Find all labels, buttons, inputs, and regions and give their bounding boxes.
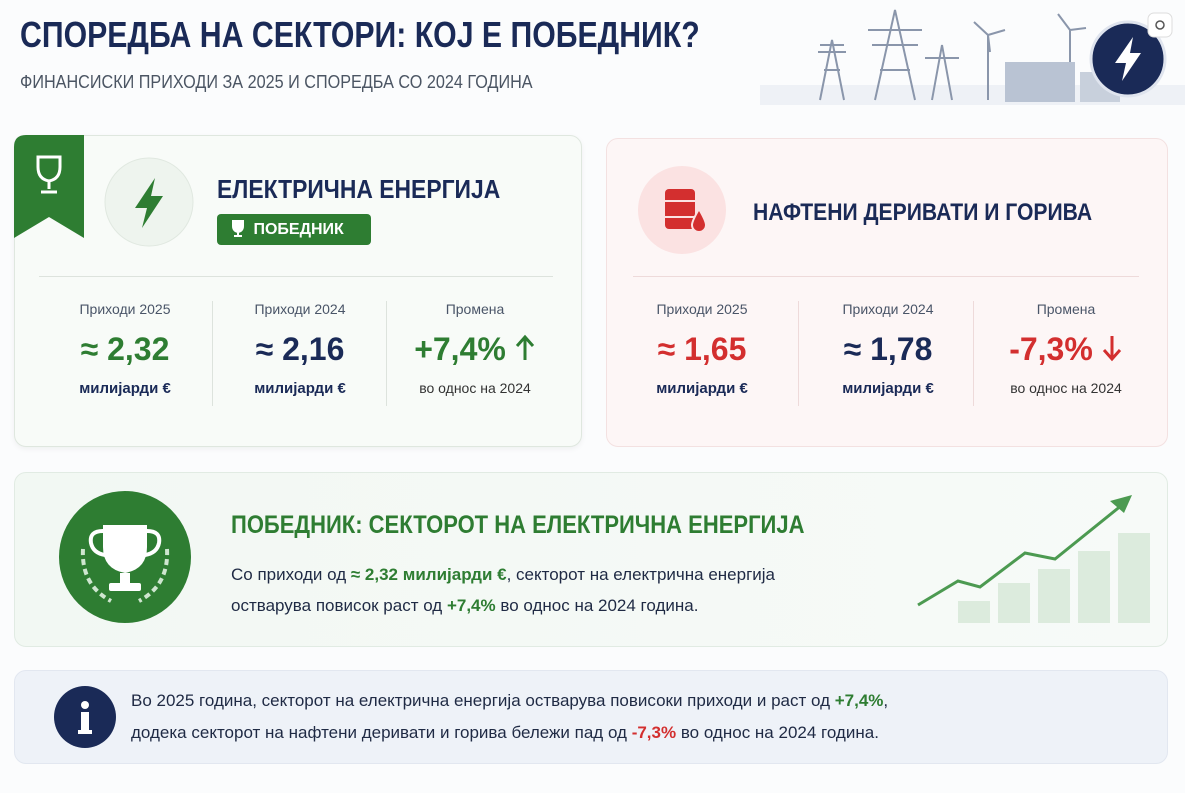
winner-badge: ПОБЕДНИК [217,214,371,245]
sector-title: НАФТЕНИ ДЕРИВАТИ И ГОРИВА [753,199,1093,226]
text: во однос на 2024 година. [495,596,699,615]
sector-card: ЕЛЕКТРИЧНА ЕНЕРГИЈА ПОБЕДНИК Приходи 202… [14,135,582,447]
highlight: +7,4% [834,691,884,710]
header-illustration [760,9,1185,105]
growth-illustration [917,495,1150,623]
metric-unit: милијарди € [842,380,934,397]
metric-value: ≈ 1,65 [657,331,747,367]
divider [633,276,1139,277]
metric-unit: во однос на 2024 [1010,380,1122,396]
winner-text-line: Со приходи од ≈ 2,32 милијарди €, сектор… [231,565,775,585]
divider [386,301,387,406]
text: во однос на 2024 година. [676,723,879,742]
highlight: -7,3% [631,723,677,742]
metric-value: ≈ 1,78 [843,331,933,367]
metric-value-line: ≈ 2,32 [40,331,210,368]
metric-value-line: ≈ 2,16 [215,331,385,368]
highlight: +7,4% [446,596,496,615]
text: Во 2025 година, секторот на електрична е… [131,691,835,710]
metric: Приходи 2025 ≈ 1,65 милијарди € [617,301,787,397]
metric-value-line: ≈ 1,65 [617,331,787,368]
bolt-badge [1089,20,1167,98]
metric-unit: милијарди € [656,380,748,397]
sector-title: ЕЛЕКТРИЧНА ЕНЕРГИЈА [217,174,501,204]
text: , секторот на електрична енергија [506,565,776,584]
metric-value: +7,4% [414,331,506,367]
sector-icon [104,157,194,247]
text: додека секторот на нафтени деривати и го… [131,723,632,742]
winner-text-line: остварува повисок раст од +7,4% во однос… [231,596,698,616]
arrow-up [515,334,534,360]
metric-value: ≈ 2,16 [255,331,345,367]
text: Со приходи од [231,565,351,584]
winner-emblem [59,491,191,623]
sector-card: НАФТЕНИ ДЕРИВАТИ И ГОРИВА Приходи 2025 ≈ … [606,138,1168,447]
info-text-line: Во 2025 година, секторот на електрична е… [131,691,888,711]
badge-text: ПОБЕДНИК [253,221,344,238]
winner-ribbon [14,135,84,238]
metric-label: Приходи 2024 [254,301,346,317]
metric-value: ≈ 2,32 [80,331,170,367]
metric-label: Приходи 2024 [842,301,934,317]
badge-trophy [232,220,244,237]
page-title: СПОРЕДБА НА СЕКТОРИ: КОЈ Е ПОБЕДНИК? [20,14,700,55]
divider [39,276,553,277]
arrow-down [1102,336,1121,362]
page-subtitle: ФИНАНСИСКИ ПРИХОДИ ЗА 2025 И СПОРЕДБА СО… [20,72,533,92]
info-icon [54,686,116,748]
text: остварува повисок раст од [231,596,447,615]
divider [973,301,974,406]
metric: Приходи 2025 ≈ 2,32 милијарди € [40,301,210,397]
metric-label: Приходи 2025 [79,301,171,317]
metric-value-line: -7,3% [981,331,1151,368]
metric: Приходи 2024 ≈ 2,16 милијарди € [215,301,385,397]
info-panel: Во 2025 година, секторот на електрична е… [14,670,1168,764]
text: , [883,691,889,710]
lens-icon[interactable] [1147,12,1173,38]
metric: Промена +7,4% во однос на 2024 [390,301,560,396]
metric-unit: милијарди € [79,380,171,397]
metric-value-line: +7,4% [390,331,560,368]
divider [798,301,799,406]
sector-icon [638,166,726,254]
metric-label: Приходи 2025 [656,301,748,317]
metric: Приходи 2024 ≈ 1,78 милијарди € [803,301,973,397]
highlight: ≈ 2,32 милијарди € [350,565,507,584]
winner-panel: ПОБЕДНИК: СЕКТОРОТ НА ЕЛЕКТРИЧНА ЕНЕРГИЈ… [14,472,1168,647]
divider [212,301,213,406]
metric-label: Промена [445,301,505,317]
metric-unit: во однос на 2024 [419,380,531,396]
metric-label: Промена [1036,301,1096,317]
metric-unit: милијарди € [254,380,346,397]
winner-title: ПОБЕДНИК: СЕКТОРОТ НА ЕЛЕКТРИЧНА ЕНЕРГИЈ… [231,511,805,539]
metric: Промена -7,3% во однос на 2024 [981,301,1151,396]
metric-value-line: ≈ 1,78 [803,331,973,368]
info-text-line: додека секторот на нафтени деривати и го… [131,723,879,743]
metric-value: -7,3% [1009,331,1093,367]
